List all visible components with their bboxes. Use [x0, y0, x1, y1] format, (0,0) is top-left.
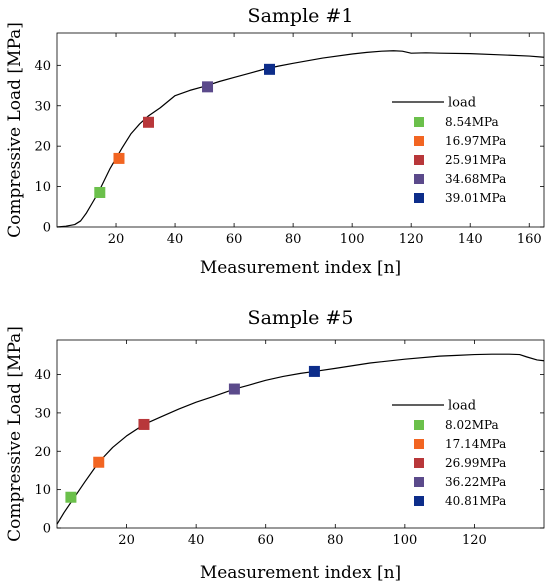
x-tick-label: 60	[226, 232, 243, 247]
plot-frame	[56, 339, 545, 529]
y-tick-label: 30	[34, 99, 51, 114]
data-marker-4	[228, 383, 240, 395]
legend-label-3: 26.99MPa	[445, 456, 506, 470]
y-tick-label: 10	[34, 180, 51, 195]
data-marker-1	[94, 186, 106, 198]
y-tick-label: 20	[34, 140, 51, 155]
x-tick-label: 40	[167, 232, 184, 247]
legend-label-5: 39.01MPa	[445, 191, 506, 205]
legend-swatch-3	[414, 458, 424, 468]
data-marker-3	[142, 116, 154, 128]
data-marker-4	[202, 81, 214, 93]
legend: load 8.54MPa 16.97MPa 25.91MPa 34.68MPa 39.01…	[392, 96, 506, 205]
legend-load-label: load	[448, 399, 476, 414]
chart-panel-1: Sample #1 20 40 60 80 100 120 140 160 0 10 20 30 40 Me…	[5, 5, 545, 278]
legend-label-1: 8.02MPa	[445, 418, 499, 432]
legend-label-3: 25.91MPa	[445, 153, 506, 167]
legend-load-label: load	[448, 96, 476, 111]
legend-label-5: 40.81MPa	[445, 494, 506, 508]
plot-frame	[56, 32, 545, 228]
y-tick-label: 0	[43, 221, 51, 236]
x-tick-label: 20	[118, 533, 135, 548]
data-marker-2	[93, 456, 105, 468]
series-line-load	[56, 353, 545, 525]
x-tick-label: 160	[517, 232, 542, 247]
legend-label-2: 16.97MPa	[445, 134, 506, 148]
legend-swatch-5	[414, 496, 424, 506]
y-tick-label: 0	[43, 522, 51, 537]
x-axis-label: Measurement index [n]	[200, 258, 401, 278]
x-tick-label: 100	[392, 533, 417, 548]
chart-title: Sample #1	[248, 5, 354, 27]
data-marker-2	[113, 152, 125, 164]
legend-swatch-1	[414, 420, 424, 430]
legend-swatch-2	[414, 136, 424, 146]
x-tick-label: 40	[188, 533, 205, 548]
data-marker-1	[65, 491, 77, 503]
x-tick-label: 20	[108, 232, 125, 247]
legend-label-4: 36.22MPa	[445, 475, 506, 489]
legend-swatch-4	[414, 174, 424, 184]
chart-title: Sample #5	[248, 307, 354, 329]
legend-swatch-5	[414, 193, 424, 203]
legend-swatch-1	[414, 117, 424, 127]
y-tick-label: 20	[34, 445, 51, 460]
x-tick-label: 140	[458, 232, 483, 247]
legend-label-2: 17.14MPa	[445, 437, 506, 451]
x-tick-label: 80	[285, 232, 302, 247]
x-tick-label: 120	[462, 533, 487, 548]
y-tick-label: 10	[34, 483, 51, 498]
legend-label-1: 8.54MPa	[445, 115, 499, 129]
y-axis-label: Compressive Load [MPa]	[5, 22, 25, 238]
legend-label-4: 34.68MPa	[445, 172, 506, 186]
x-tick-label: 100	[340, 232, 365, 247]
data-marker-5	[264, 63, 276, 75]
data-marker-5	[308, 365, 320, 377]
legend: load 8.02MPa 17.14MPa 26.99MPa 36.22MPa 40.81…	[392, 399, 506, 508]
y-tick-label: 30	[34, 406, 51, 421]
x-tick-label: 80	[327, 533, 344, 548]
chart-panel-2: Sample #5 20 40 60 80 100 120 0 10 20 30 40 Measurem…	[5, 307, 545, 583]
legend-swatch-2	[414, 439, 424, 449]
y-tick-label: 40	[34, 368, 51, 383]
legend-swatch-3	[414, 155, 424, 165]
x-tick-label: 120	[399, 232, 424, 247]
x-axis-label: Measurement index [n]	[200, 563, 401, 583]
legend-swatch-4	[414, 477, 424, 487]
data-marker-3	[138, 418, 150, 430]
x-tick-label: 60	[257, 533, 274, 548]
y-tick-label: 40	[34, 59, 51, 74]
y-axis-label: Compressive Load [MPa]	[5, 326, 25, 542]
